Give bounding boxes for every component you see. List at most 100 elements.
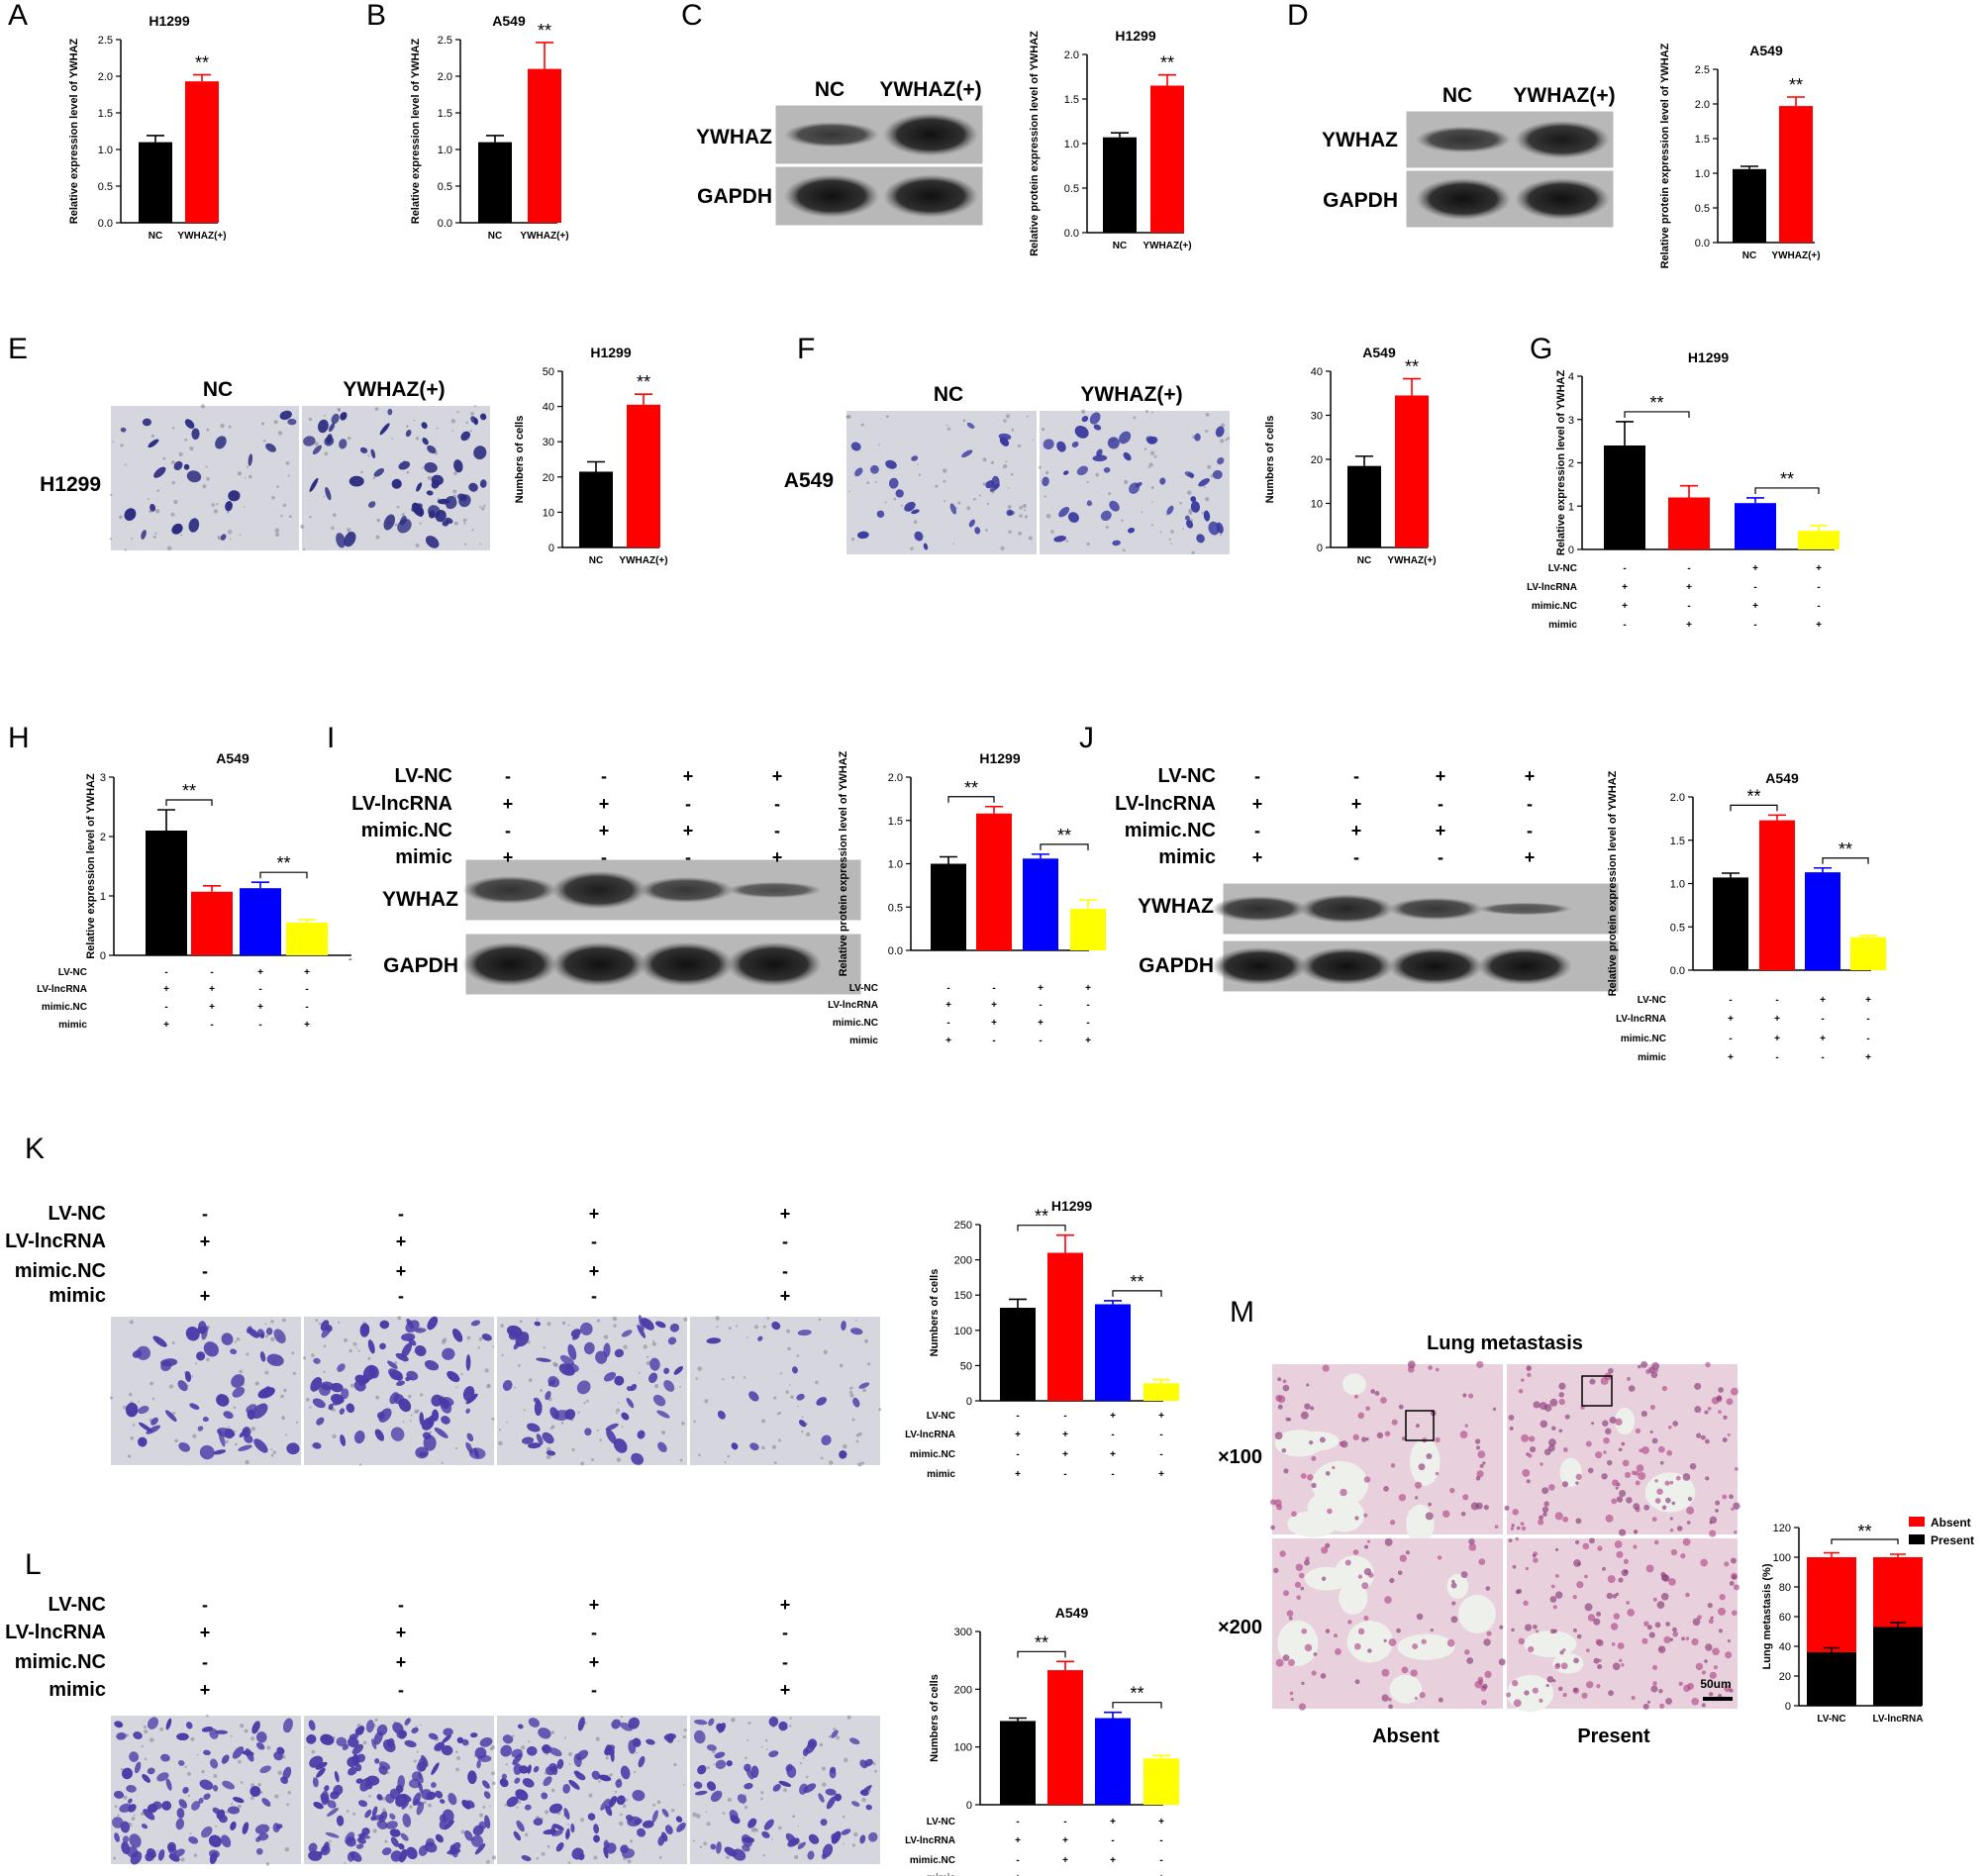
significance-mark: ** [964,778,978,798]
background-speck [266,1745,271,1750]
stained-cell [533,1765,540,1773]
tissue-nucleus [1633,1544,1638,1549]
tissue-nucleus [1405,1550,1410,1555]
condition-sign: + [200,1623,211,1642]
background-speck [156,489,160,493]
tissue-nucleus [1727,1639,1731,1643]
background-speck [386,1771,390,1774]
stained-cell [778,1721,788,1731]
stained-cell [474,1843,486,1855]
background-speck [171,480,175,485]
stained-cell [114,1832,120,1842]
tissue-nucleus [1562,1447,1568,1452]
stained-cell [826,1796,837,1810]
tissue-nucleus [1649,1430,1653,1433]
background-speck [547,1322,551,1327]
alveolar-space [1457,1594,1496,1633]
stained-cell [128,1804,137,1813]
stained-cell [404,1718,411,1726]
micrograph-l-1 [111,1714,301,1866]
significance-mark: ** [1746,786,1760,806]
tissue-nucleus [1288,1617,1293,1621]
y-tick-label: 50 [543,366,554,378]
stained-cell [346,1403,355,1414]
stained-cell [174,1848,185,1857]
background-speck [588,1793,593,1798]
condition-sign: + [257,967,263,978]
bar [1095,1304,1131,1401]
background-speck [540,1388,544,1393]
background-speck [577,1411,580,1414]
legend-swatch-present [1909,1534,1925,1544]
background-speck [946,427,951,431]
stained-cell [502,1734,514,1744]
background-speck [728,1327,732,1331]
background-speck [567,1324,570,1327]
tissue-nucleus [1508,1415,1515,1421]
stained-cell [303,436,316,446]
stained-cell [442,1809,454,1824]
scale-bar-label: 50um [1700,1677,1731,1691]
tissue-nucleus [1494,1525,1499,1530]
background-speck [872,1761,876,1766]
condition-sign: + [599,794,610,814]
stained-cell [221,1834,232,1848]
tissue-nucleus [1548,1438,1556,1447]
tissue-nucleus [1645,1564,1654,1573]
tissue-nucleus [1628,1385,1636,1392]
tissue-nucleus [1285,1417,1290,1422]
stained-cell [464,1829,473,1841]
stained-cell [197,1426,204,1432]
stained-cell [642,1820,654,1828]
background-speck [591,1457,595,1462]
micrograph-k-4 [690,1316,882,1467]
background-speck [309,515,312,519]
background-speck [250,1427,256,1432]
tissue-nucleus [1435,1367,1440,1372]
y-axis-title: Relative expression level of YWHAZ [1555,369,1567,555]
background-speck [683,1317,688,1322]
background-speck [545,1810,549,1815]
tissue-nucleus [1515,1536,1520,1541]
tissue-nucleus [1407,1365,1415,1373]
background-speck [1022,503,1027,509]
stained-cell [807,1850,815,1860]
stained-cell [628,1717,640,1729]
stained-cell [441,1744,453,1756]
background-speck [491,1417,495,1421]
tissue-nucleus [1645,1368,1651,1375]
condition-sign: + [1351,794,1362,814]
stained-cell [654,1321,666,1329]
protein-band [462,875,557,905]
background-speck [706,1766,710,1770]
background-speck [264,1334,268,1338]
background-speck [517,1363,521,1367]
tissue-nucleus [1506,1692,1512,1698]
condition-label: mimic [1548,620,1577,631]
background-speck [110,493,113,497]
bar [1023,858,1058,950]
background-speck [270,1320,274,1324]
stained-cell [710,1843,717,1850]
tissue-nucleus [1518,1637,1526,1645]
stained-cell [768,1716,779,1728]
tissue-nucleus [1564,1414,1570,1420]
stained-cell [340,412,348,421]
panel-letter-b: B [366,0,386,32]
background-speck [762,1853,765,1857]
condition-label: mimic [58,1020,87,1031]
background-speck [978,494,981,497]
stained-cell [470,416,477,424]
stained-cell [546,1766,555,1776]
tissue-nucleus [1576,1633,1582,1639]
micrograph-row-label: H1299 [40,473,101,496]
stained-cell [416,1802,425,1816]
background-speck [178,451,183,457]
stained-cell [178,1441,190,1452]
tissue-nucleus [1291,1511,1297,1518]
bar-absent [1873,1557,1923,1628]
stained-cell [141,530,147,540]
tissue-nucleus [1666,1449,1673,1456]
tissue-nucleus [1306,1383,1310,1387]
